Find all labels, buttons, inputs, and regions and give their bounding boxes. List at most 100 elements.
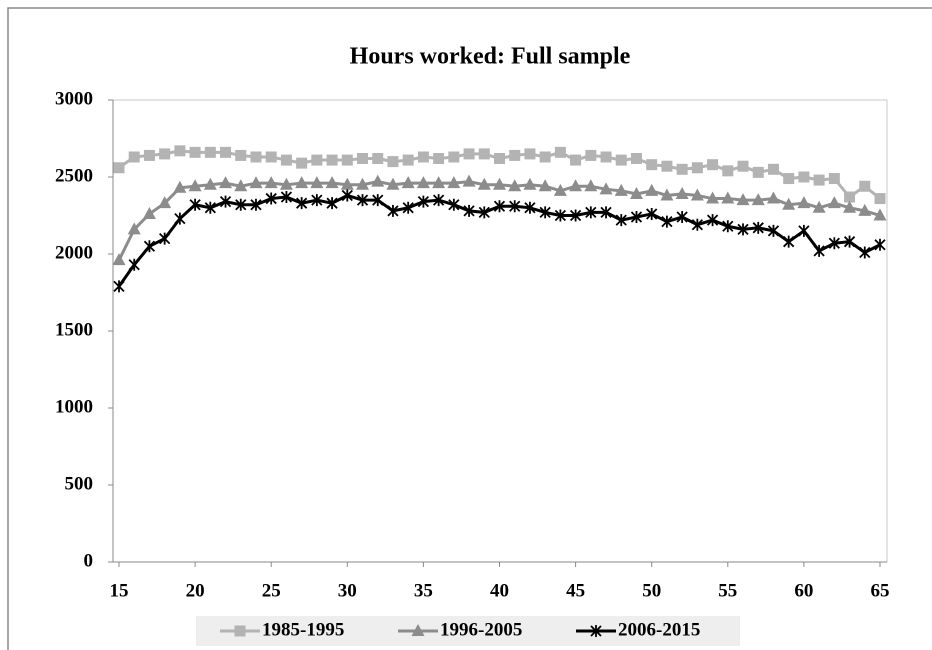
marker xyxy=(722,165,734,177)
marker xyxy=(798,224,810,237)
chart-title: Hours worked: Full sample xyxy=(350,44,631,70)
marker xyxy=(433,153,445,165)
marker xyxy=(524,148,536,160)
marker xyxy=(448,198,460,211)
marker xyxy=(615,214,627,227)
marker xyxy=(843,200,857,213)
marker xyxy=(417,195,430,208)
marker xyxy=(478,148,490,160)
marker xyxy=(447,176,461,189)
x-tick-label: 50 xyxy=(642,580,661,601)
x-tick-label: 55 xyxy=(718,580,737,601)
marker xyxy=(782,197,796,210)
marker xyxy=(174,212,186,225)
marker xyxy=(812,200,826,213)
marker xyxy=(326,197,338,210)
marker xyxy=(585,149,597,161)
marker xyxy=(736,193,750,206)
marker xyxy=(630,211,643,224)
x-tick-label: 30 xyxy=(338,580,357,601)
legend-marker xyxy=(411,624,425,636)
marker xyxy=(783,173,795,185)
marker xyxy=(448,151,460,163)
marker xyxy=(235,198,247,211)
marker xyxy=(387,204,399,217)
marker xyxy=(249,176,263,189)
marker xyxy=(143,240,156,253)
x-tick-label: 25 xyxy=(262,580,281,601)
marker xyxy=(645,183,659,196)
marker xyxy=(158,196,172,209)
marker xyxy=(661,160,673,172)
marker xyxy=(629,186,643,199)
marker xyxy=(310,176,324,189)
marker xyxy=(127,222,141,235)
legend-label: 1996-2005 xyxy=(440,619,522,640)
marker xyxy=(828,173,840,185)
marker xyxy=(538,179,552,192)
marker xyxy=(204,146,216,158)
legend-label: 2006-2015 xyxy=(618,619,700,640)
marker xyxy=(280,154,292,166)
marker xyxy=(646,207,658,220)
marker xyxy=(828,237,840,250)
marker xyxy=(508,179,522,192)
marker xyxy=(295,176,309,189)
marker xyxy=(554,209,567,222)
x-tick-label: 60 xyxy=(794,580,813,601)
marker xyxy=(691,218,703,231)
x-tick-label: 35 xyxy=(414,580,433,601)
marker xyxy=(279,177,293,190)
x-tick-label: 20 xyxy=(186,580,205,601)
marker xyxy=(751,193,765,206)
legend-box xyxy=(196,616,740,646)
marker xyxy=(858,203,872,216)
marker xyxy=(813,244,825,257)
marker xyxy=(584,179,598,192)
marker xyxy=(265,192,277,205)
marker xyxy=(401,176,415,189)
marker xyxy=(600,206,612,219)
marker xyxy=(661,215,673,228)
marker xyxy=(752,221,764,234)
marker xyxy=(797,196,811,209)
marker xyxy=(325,176,339,189)
y-tick-label: 2500 xyxy=(55,165,93,186)
marker xyxy=(311,194,323,207)
marker xyxy=(509,149,521,161)
marker xyxy=(524,201,536,214)
marker xyxy=(493,177,506,190)
marker xyxy=(357,153,369,165)
marker xyxy=(188,179,202,192)
marker xyxy=(234,179,248,192)
marker xyxy=(813,174,825,186)
marker xyxy=(859,180,871,192)
marker xyxy=(402,201,414,214)
marker xyxy=(296,157,308,169)
marker xyxy=(706,214,719,227)
marker xyxy=(493,200,506,213)
marker xyxy=(250,151,262,163)
marker xyxy=(874,193,886,205)
marker xyxy=(676,163,688,175)
x-tick-label: 15 xyxy=(110,580,129,601)
marker xyxy=(553,183,567,196)
marker xyxy=(416,176,430,189)
marker xyxy=(585,206,597,219)
marker xyxy=(569,179,583,192)
y-tick-label: 2000 xyxy=(55,242,93,263)
legend-marker xyxy=(234,625,246,637)
marker xyxy=(646,159,658,171)
marker xyxy=(462,174,476,187)
y-tick-label: 1000 xyxy=(55,396,93,417)
marker xyxy=(340,177,354,190)
marker xyxy=(630,153,642,165)
marker xyxy=(326,154,338,166)
marker xyxy=(660,188,674,201)
marker xyxy=(142,206,156,219)
marker xyxy=(112,253,126,266)
marker xyxy=(721,191,735,204)
marker xyxy=(737,160,749,172)
marker xyxy=(113,280,125,293)
x-tick-label: 40 xyxy=(490,580,509,601)
